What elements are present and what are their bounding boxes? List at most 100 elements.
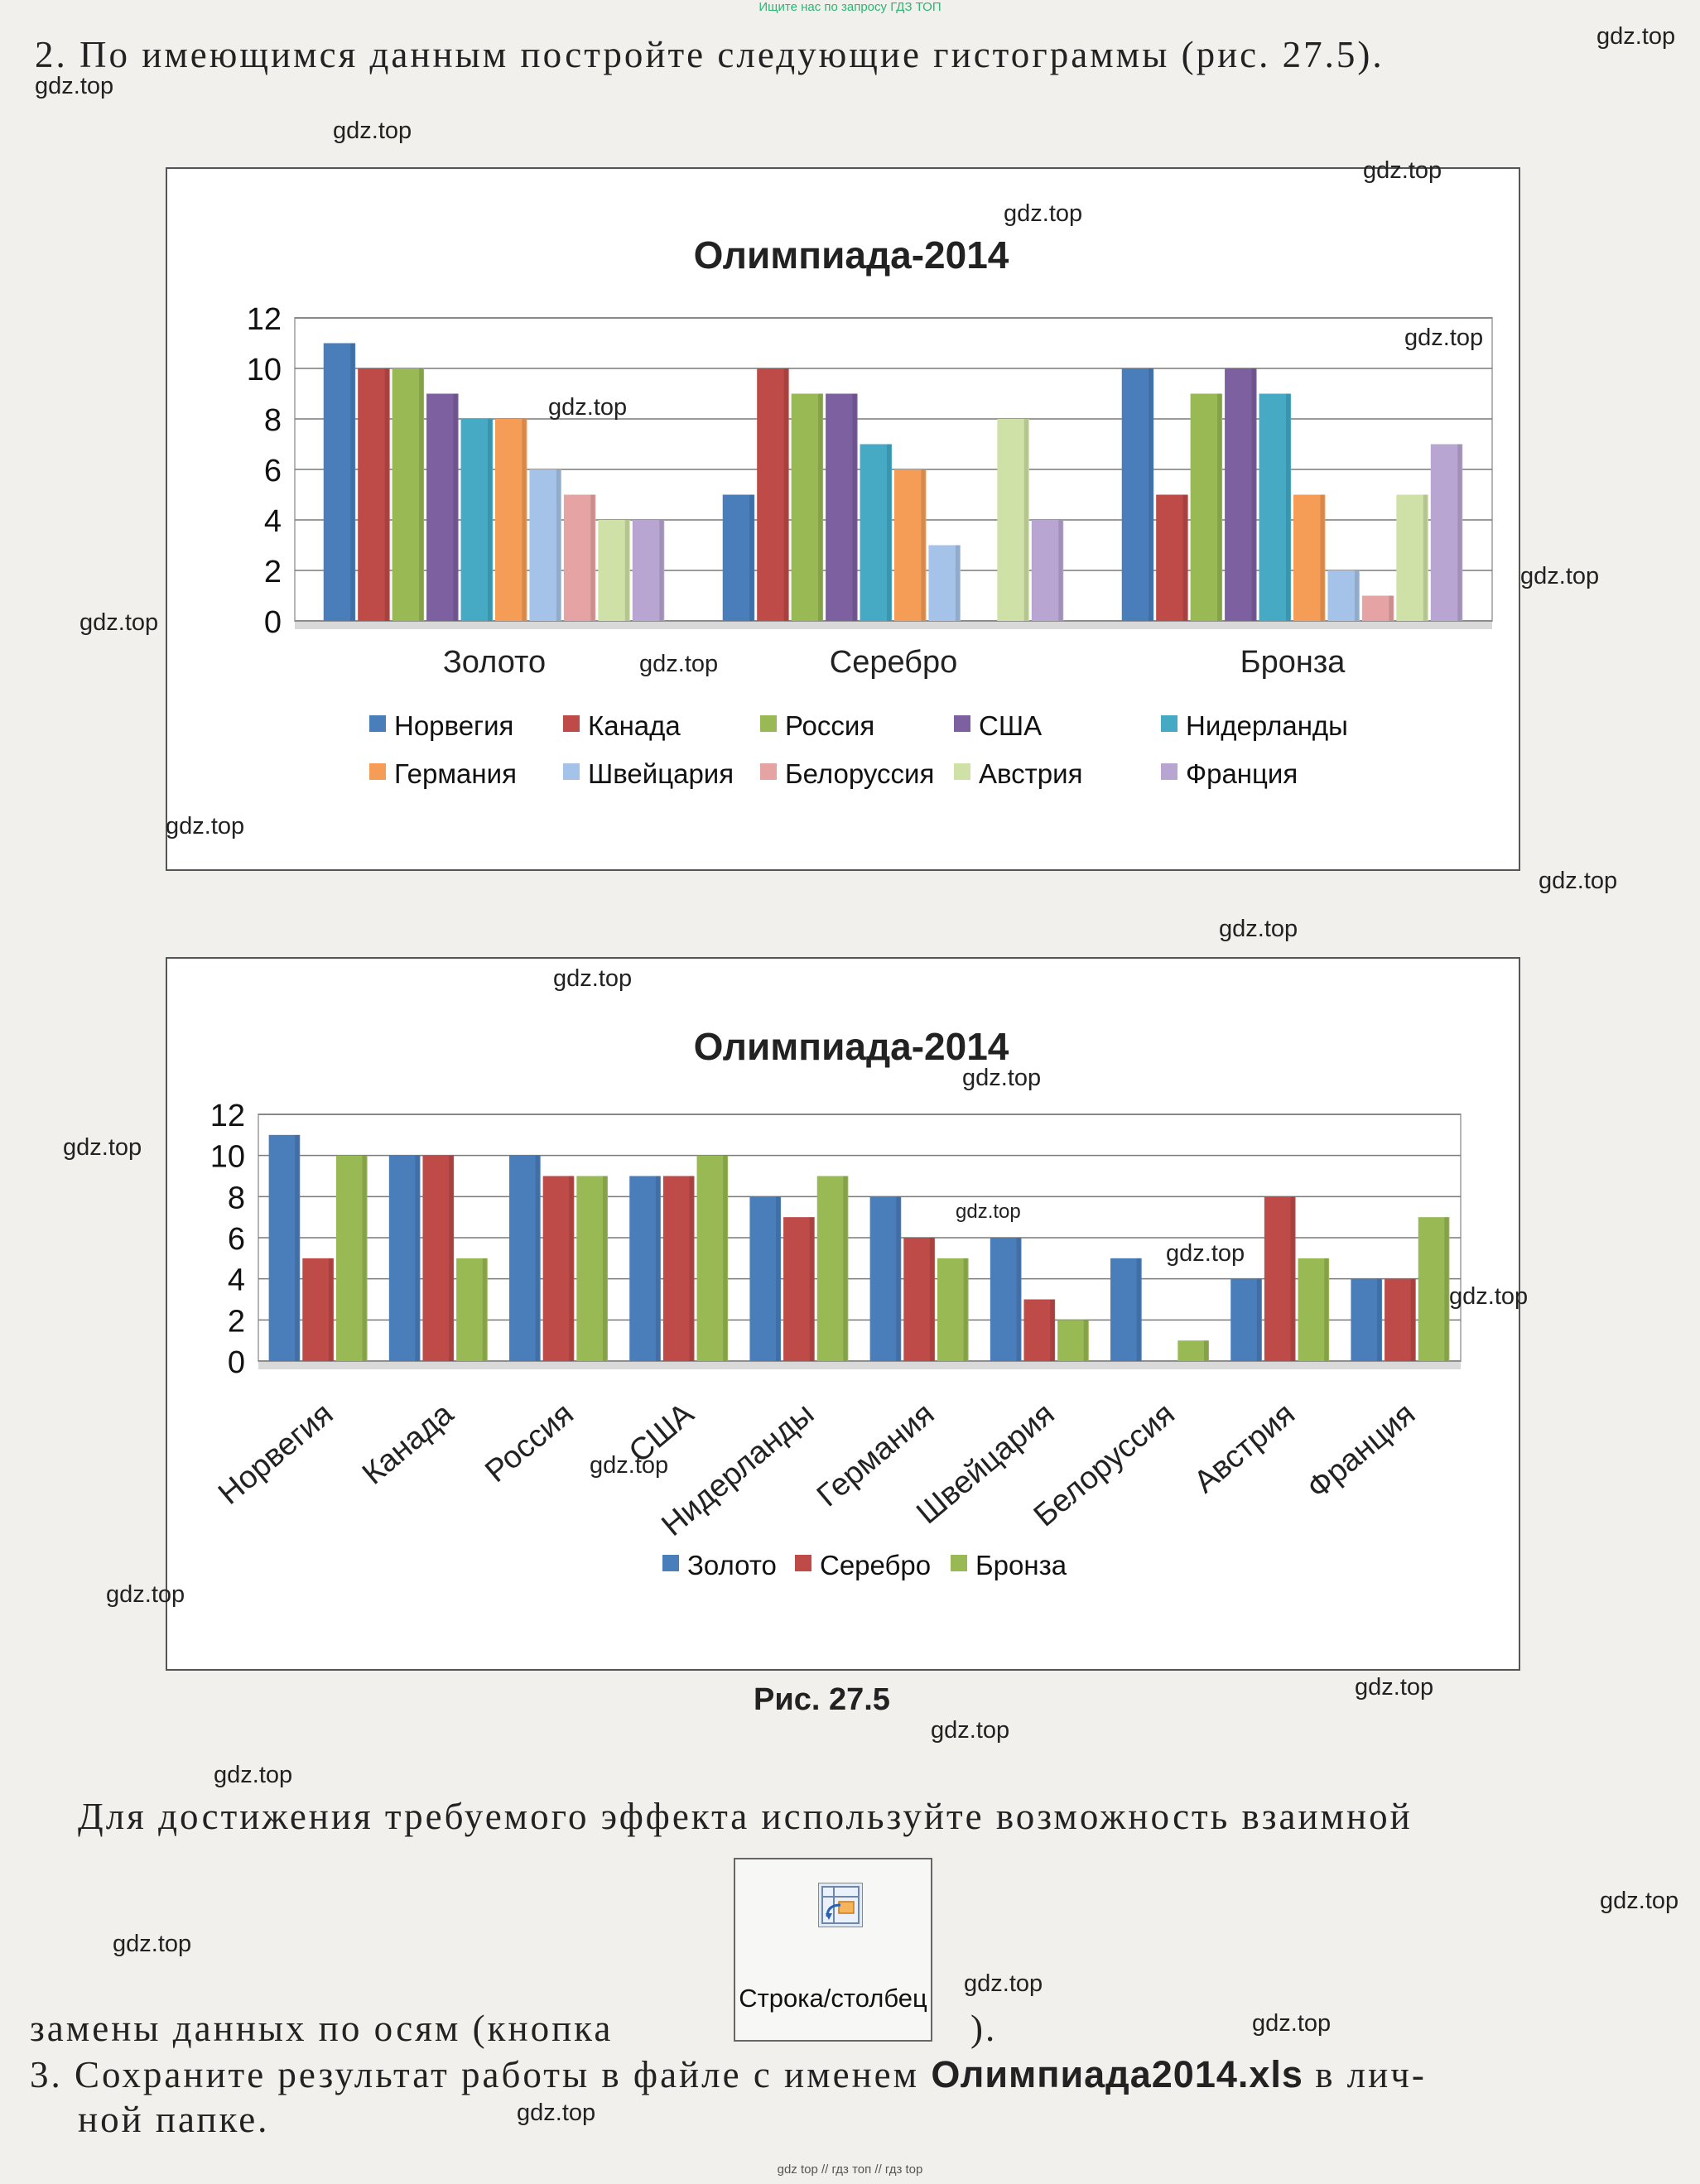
- bar-бронза-франция: [1418, 1217, 1450, 1361]
- bar-shade: [453, 393, 458, 621]
- y-tick-label: 6: [228, 1222, 245, 1257]
- bar-канада-бронза: [1156, 494, 1188, 621]
- bar-shade: [362, 1155, 367, 1361]
- y-tick-label: 8: [228, 1181, 245, 1215]
- watermark: gdz.top: [1600, 1888, 1679, 1914]
- bar-shade: [295, 1134, 300, 1361]
- bar-shade: [852, 393, 857, 621]
- bar-shade: [415, 1155, 420, 1361]
- watermark: gdz.top: [1252, 2010, 1332, 2037]
- watermark: gdz.top: [931, 1717, 1010, 1744]
- legend-swatch: [795, 1555, 811, 1571]
- bar-shade: [1182, 494, 1187, 621]
- task3-line-2: ной папке.: [78, 2099, 270, 2140]
- bar-shade: [1389, 595, 1394, 621]
- y-tick-label: 2: [264, 555, 282, 589]
- bar-сша-бронза: [1225, 368, 1257, 621]
- bar-россия-бронза: [1190, 393, 1223, 621]
- category-label: Франция: [1301, 1397, 1422, 1506]
- category-label: Россия: [479, 1397, 580, 1489]
- watermark: gdz.top: [553, 965, 633, 992]
- bar-shade: [535, 1155, 540, 1361]
- watermark: gdz.top: [1539, 868, 1618, 894]
- bar-нидерланды-бронза: [1259, 393, 1291, 621]
- switch-row-column-icon: [818, 1883, 863, 1927]
- watermark: gdz.top: [962, 1065, 1042, 1091]
- y-tick-label: 10: [210, 1140, 245, 1175]
- bar-франция-золото: [632, 520, 665, 621]
- bar-shade: [689, 1176, 694, 1361]
- bar-франция-серебро: [1031, 520, 1064, 621]
- bar-shade: [522, 419, 527, 621]
- watermark: gdz.top: [956, 1200, 1021, 1223]
- bar-shade: [1354, 570, 1359, 621]
- bar-серебро-австрия: [1264, 1196, 1296, 1361]
- task3-text-start: 3. Сохраните результат работы в файле с …: [30, 2054, 932, 2095]
- bar-бронза-германия: [937, 1258, 969, 1361]
- category-label: Золото: [443, 645, 546, 680]
- legend-label: Германия: [394, 758, 517, 789]
- bar-серебро-норвегия: [302, 1258, 334, 1361]
- bar-shade: [1324, 1258, 1329, 1361]
- bar-shade: [723, 1155, 728, 1361]
- category-label: Канада: [356, 1396, 460, 1491]
- y-tick-label: 2: [228, 1304, 245, 1339]
- bar-shade: [1050, 1299, 1055, 1361]
- bar-shade: [419, 368, 424, 621]
- watermark: gdz.top: [548, 394, 628, 421]
- bar-золото-германия: [869, 1196, 902, 1361]
- bar-shade: [776, 1196, 781, 1361]
- bar-shade: [1136, 1258, 1141, 1361]
- bar-shade: [783, 368, 788, 621]
- watermark: gdz.top: [63, 1134, 142, 1161]
- watermark: gdz.top: [1363, 157, 1442, 184]
- legend-label: Бронза: [975, 1550, 1067, 1580]
- paragraph-line-1: Для достижения требуемого эффекта исполь…: [78, 1796, 1413, 1837]
- paragraph-line-2-end: ).: [970, 2008, 998, 2049]
- watermark: gdz.top: [166, 813, 245, 839]
- legend-label: Россия: [785, 710, 874, 741]
- bar-shade: [963, 1258, 968, 1361]
- bar-бронза-канада: [456, 1258, 488, 1361]
- bar-золото-австрия: [1230, 1278, 1262, 1361]
- bar-золото-швейцария: [990, 1238, 1022, 1361]
- bar-shade: [1290, 1196, 1295, 1361]
- legend-label: Франция: [1186, 758, 1298, 789]
- legend-swatch: [369, 763, 386, 780]
- task2-heading: 2. По имеющимся данным постройте следующ…: [35, 34, 1385, 75]
- bar-бронза-сша: [696, 1155, 729, 1361]
- plot-floor: [295, 621, 1492, 629]
- bar-канада-золото: [358, 368, 390, 621]
- bar-австрия-бронза: [1396, 494, 1428, 621]
- bottom-banner: gdz top // гдз топ // гдз top: [777, 2162, 923, 2177]
- bar-shade: [384, 368, 389, 621]
- legend-label: Норвегия: [394, 710, 513, 741]
- chart-title: Олимпиада-2014: [694, 233, 1009, 277]
- bar-shade: [624, 520, 629, 621]
- watermark: gdz.top: [333, 118, 412, 144]
- watermark: gdz.top: [1219, 916, 1298, 942]
- bar-бронза-швейцария: [1057, 1320, 1089, 1361]
- legend-swatch: [954, 715, 970, 732]
- bar-россия-золото: [392, 368, 425, 621]
- y-tick-label: 12: [247, 302, 282, 337]
- bar-швейцария-золото: [529, 469, 561, 621]
- watermark: gdz.top: [35, 73, 114, 99]
- watermark: gdz.top: [106, 1581, 185, 1608]
- bar-золото-белоруссия: [1110, 1258, 1142, 1361]
- bar-shade: [1058, 520, 1063, 621]
- bar-shade: [749, 494, 754, 621]
- bar-серебро-канада: [422, 1155, 455, 1361]
- bar-германия-бронза: [1293, 494, 1326, 621]
- bar-shade: [818, 393, 823, 621]
- legend-label: Канада: [588, 710, 681, 741]
- task3-text-end: в лич-: [1303, 2054, 1427, 2095]
- legend-swatch: [563, 715, 580, 732]
- bar-канада-серебро: [757, 368, 789, 621]
- row-column-switch-button[interactable]: Строка/столбец: [734, 1858, 932, 2042]
- watermark: gdz.top: [1004, 200, 1083, 227]
- bar-shade: [556, 469, 561, 621]
- bar-серебро-россия: [542, 1176, 575, 1361]
- bar-shade: [1016, 1238, 1021, 1361]
- bar-shade: [602, 1176, 607, 1361]
